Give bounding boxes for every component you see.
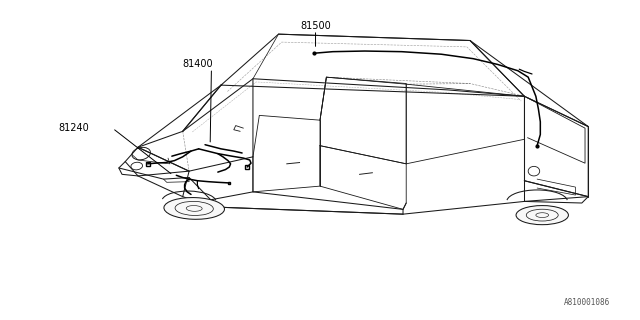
Ellipse shape	[164, 197, 225, 219]
Ellipse shape	[516, 205, 568, 225]
Text: 81400: 81400	[182, 60, 212, 69]
Text: 81240: 81240	[58, 123, 89, 133]
Text: 81500: 81500	[300, 21, 331, 31]
Text: A810001086: A810001086	[564, 298, 611, 307]
